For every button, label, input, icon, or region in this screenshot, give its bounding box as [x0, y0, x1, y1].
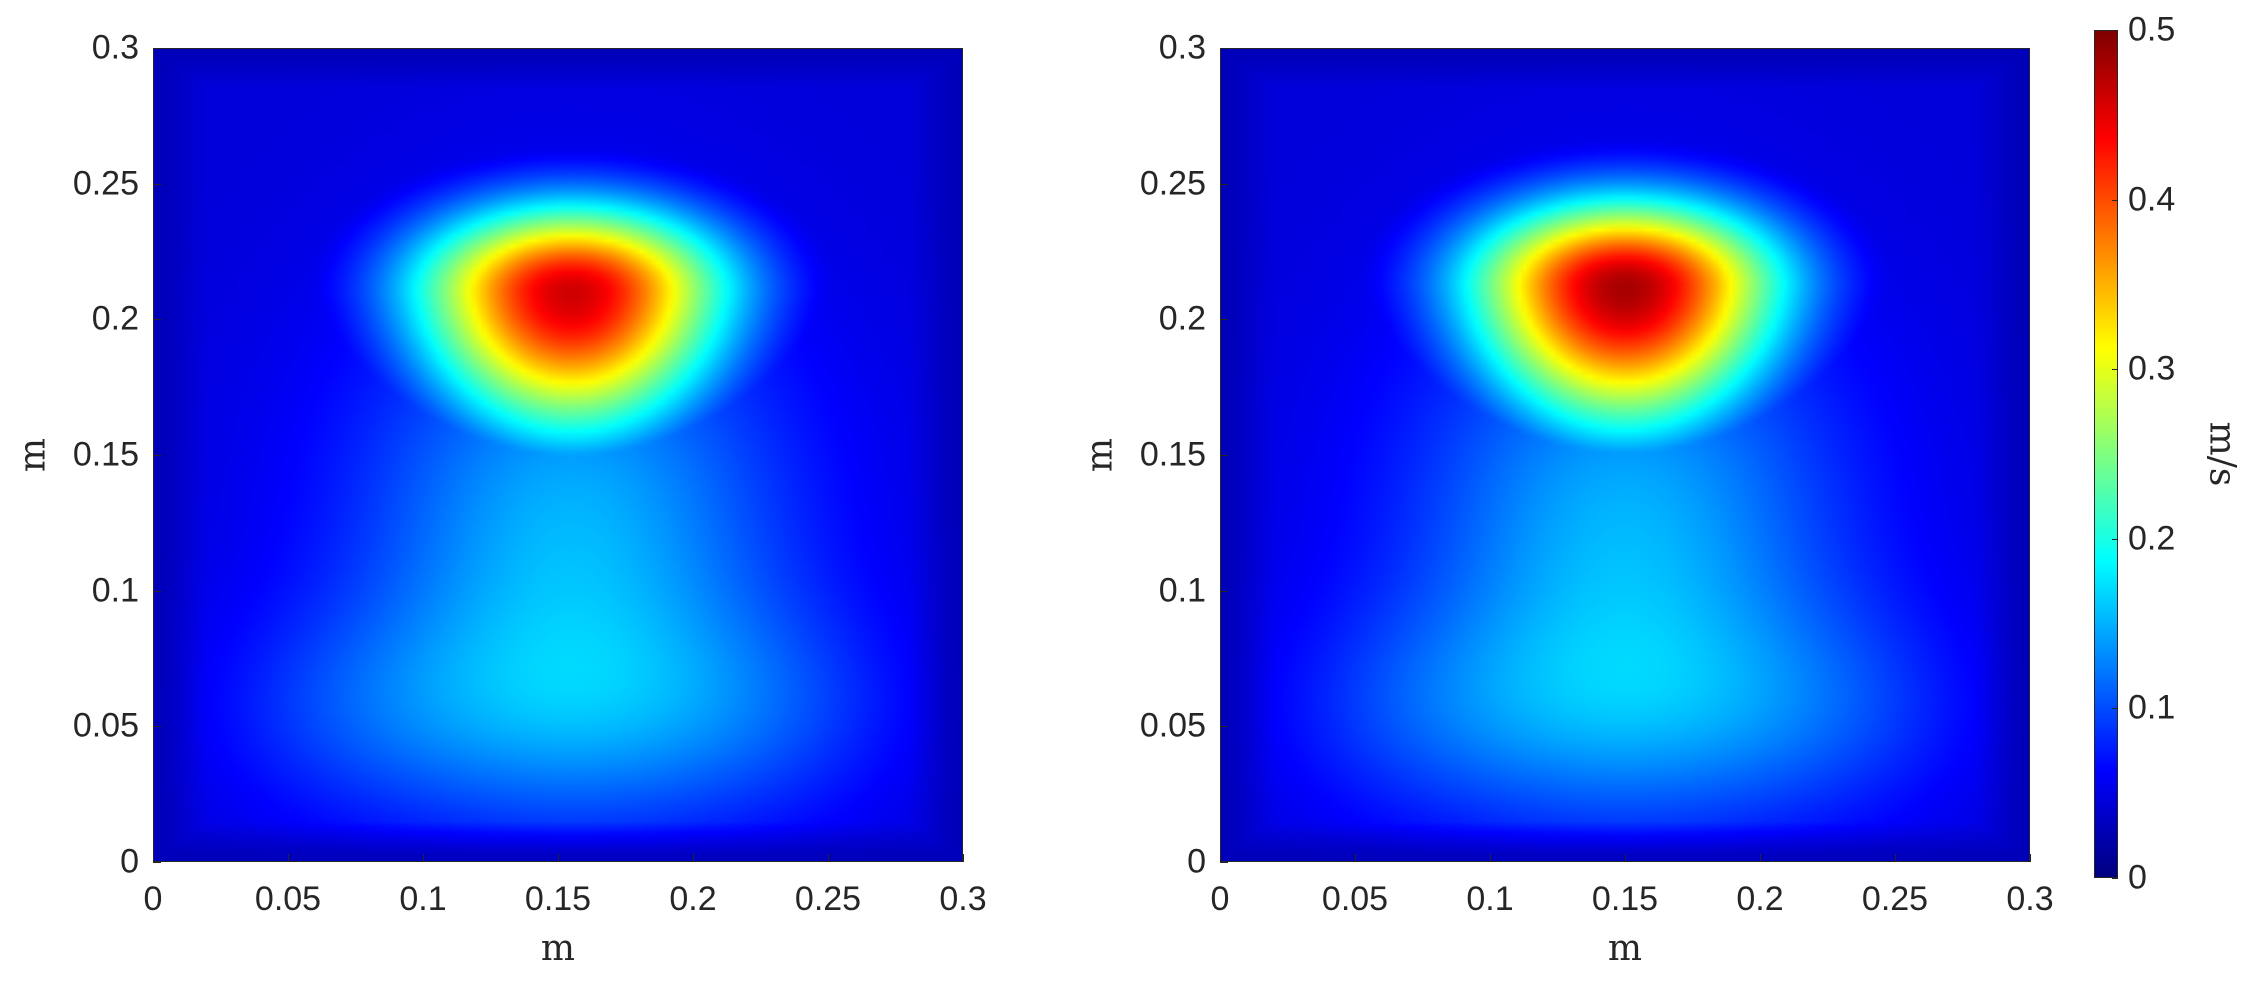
- heatmap-1: [153, 48, 963, 862]
- heatmap-2: [1220, 48, 2030, 862]
- y-tick-label: 0.25: [72, 164, 139, 203]
- x-tick-mark: [963, 854, 964, 862]
- y-tick-mark: [1220, 590, 1228, 592]
- y-tick-mark: [153, 455, 161, 456]
- colorbar-tick-label: 0.1: [2128, 688, 2176, 727]
- colorbar-tick-mark: [2112, 199, 2118, 201]
- x-tick-mark: [288, 854, 289, 862]
- x-tick-mark: [1490, 854, 1491, 862]
- x-tick-mark: [1895, 854, 1896, 862]
- x-tick-label: 0.2: [669, 880, 717, 918]
- x-tick-mark: [153, 854, 154, 862]
- x-tick-label: 0.25: [1861, 880, 1929, 918]
- x-tick-mark: [693, 854, 694, 862]
- x-tick-label: 0.15: [1591, 880, 1659, 918]
- colorbar-tick-mark: [2112, 538, 2118, 540]
- y-tick-label: 0.3: [91, 28, 139, 67]
- x-tick-mark: [1625, 854, 1626, 862]
- x-tick-label: 0.15: [524, 880, 592, 918]
- colorbar-tick-mark: [2112, 369, 2118, 371]
- colorbar-tick-label: 0.2: [2128, 519, 2176, 558]
- y-tick-label: 0: [1187, 842, 1206, 881]
- y-tick-label: 0.15: [72, 435, 139, 474]
- x-tick-mark: [1355, 854, 1356, 862]
- y-tick-label: 0.2: [91, 299, 139, 338]
- colorbar-tick-mark: [2112, 708, 2118, 710]
- y-axis-label: m: [1079, 437, 1121, 473]
- y-tick-label: 0.25: [1139, 164, 1206, 203]
- y-tick-mark: [153, 319, 161, 321]
- y-tick-label: 0.1: [1158, 571, 1206, 610]
- x-tick-label: 0: [1210, 880, 1230, 918]
- x-tick-label: 0.05: [254, 880, 322, 918]
- y-tick-label: 0.3: [1158, 28, 1206, 67]
- y-tick-mark: [153, 862, 161, 863]
- y-tick-label: 0.15: [1139, 435, 1206, 474]
- x-tick-label: 0.1: [399, 880, 447, 918]
- x-axis-label: m: [1607, 928, 1643, 969]
- x-axis-label: m: [540, 928, 576, 969]
- x-tick-label: 0.25: [794, 880, 862, 918]
- x-tick-label: 0.3: [939, 880, 987, 918]
- y-tick-label: 0.05: [1139, 706, 1206, 745]
- x-tick-label: 0.3: [2006, 880, 2054, 918]
- y-tick-mark: [1220, 183, 1228, 185]
- y-tick-mark: [153, 183, 161, 185]
- colorbar-tick-label: 0.5: [2128, 10, 2176, 49]
- colorbar-tick-mark: [2112, 878, 2118, 879]
- x-tick-mark: [423, 854, 424, 862]
- colorbar: [2094, 30, 2118, 878]
- colorbar-tick-label: 0: [2128, 858, 2147, 897]
- y-tick-mark: [153, 48, 161, 49]
- colorbar-tick-mark: [2112, 30, 2118, 31]
- y-tick-label: 0.05: [72, 706, 139, 745]
- x-tick-mark: [2030, 854, 2031, 862]
- x-tick-mark: [1220, 854, 1221, 862]
- y-axis-label: m: [12, 437, 54, 473]
- x-tick-label: 0: [143, 880, 163, 918]
- y-tick-mark: [1220, 48, 1228, 49]
- y-tick-mark: [1220, 862, 1228, 863]
- y-tick-mark: [1220, 455, 1228, 456]
- x-tick-mark: [828, 854, 829, 862]
- x-tick-mark: [1760, 854, 1761, 862]
- x-tick-label: 0.05: [1321, 880, 1389, 918]
- colorbar-tick-label: 0.4: [2128, 180, 2176, 219]
- y-tick-mark: [1220, 726, 1228, 728]
- colorbar-label: m/s: [2201, 421, 2243, 487]
- colorbar-tick-label: 0.3: [2128, 349, 2176, 388]
- y-tick-mark: [1220, 319, 1228, 321]
- y-tick-label: 0.2: [1158, 299, 1206, 338]
- y-tick-mark: [153, 726, 161, 728]
- y-tick-label: 0.1: [91, 571, 139, 610]
- x-tick-label: 0.1: [1466, 880, 1514, 918]
- x-tick-mark: [558, 854, 559, 862]
- y-tick-label: 0: [120, 842, 139, 881]
- y-tick-mark: [153, 590, 161, 592]
- x-tick-label: 0.2: [1736, 880, 1784, 918]
